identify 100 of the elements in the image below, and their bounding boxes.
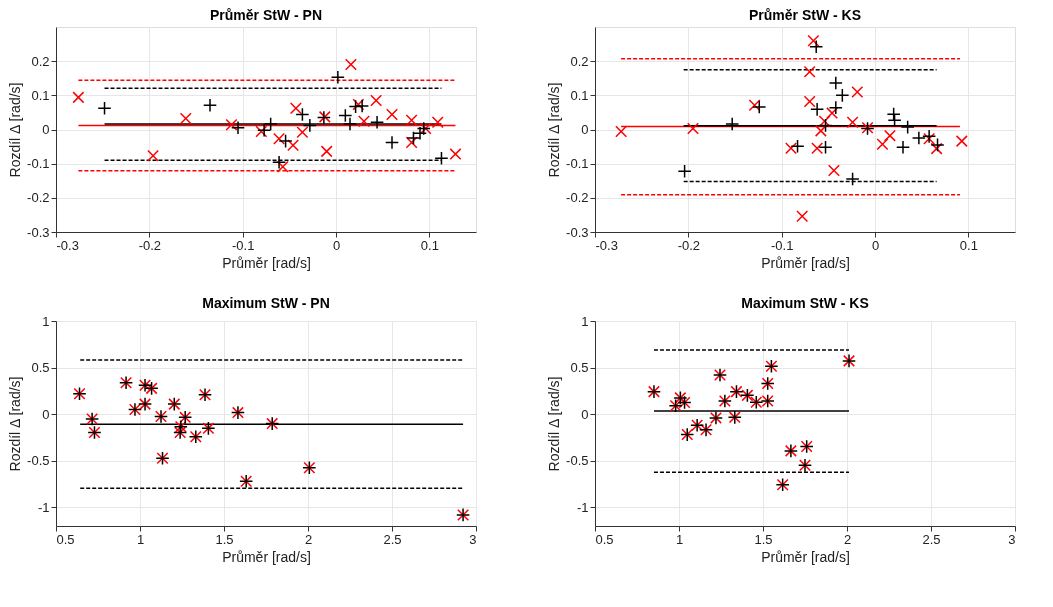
y-tick-label: -0.2 bbox=[27, 190, 50, 206]
x-tick-label: -0.3 bbox=[56, 237, 79, 253]
chart-title: Průměr StW - PN bbox=[209, 7, 323, 23]
point bbox=[449, 148, 462, 161]
point bbox=[895, 140, 911, 155]
y-tick-label: 0.5 bbox=[570, 360, 589, 376]
point bbox=[257, 123, 272, 138]
x-tick-label: 0 bbox=[332, 237, 341, 253]
point bbox=[876, 138, 889, 151]
y-axis-title: Rozdíl Δ [rad/s] bbox=[546, 82, 563, 178]
x-tick-label: 2 bbox=[843, 531, 852, 547]
point bbox=[344, 58, 357, 71]
point bbox=[263, 116, 278, 132]
point bbox=[818, 140, 833, 155]
point bbox=[358, 115, 370, 128]
point bbox=[302, 118, 317, 133]
point bbox=[790, 139, 805, 154]
chart-title: Průměr StW - KS bbox=[748, 7, 862, 23]
point bbox=[370, 115, 385, 130]
point bbox=[827, 164, 840, 177]
point bbox=[431, 116, 444, 129]
y-tick-label: -0.2 bbox=[566, 190, 589, 206]
point bbox=[287, 139, 300, 152]
point bbox=[828, 100, 843, 115]
y-axis-title: Rozdíl Δ [rad/s] bbox=[7, 376, 24, 472]
x-axis-title: Průměr [rad/s] bbox=[761, 548, 850, 565]
point bbox=[845, 172, 860, 187]
point bbox=[276, 160, 289, 173]
point bbox=[278, 134, 293, 149]
point bbox=[809, 39, 824, 54]
x-tick-label: 0.1 bbox=[959, 237, 978, 253]
point bbox=[828, 75, 843, 91]
point bbox=[370, 94, 383, 107]
point bbox=[405, 136, 418, 149]
point bbox=[615, 125, 628, 138]
x-tick-label: 3 bbox=[1008, 531, 1016, 547]
point bbox=[230, 120, 246, 135]
point bbox=[179, 112, 192, 125]
y-axis-title: Rozdíl Δ [rad/s] bbox=[7, 82, 24, 178]
point bbox=[796, 210, 809, 223]
y-tick-label: -0.5 bbox=[566, 453, 589, 469]
point bbox=[810, 102, 825, 117]
point bbox=[803, 65, 816, 78]
y-tick-label: 0.2 bbox=[570, 53, 589, 69]
point bbox=[72, 91, 85, 104]
point bbox=[930, 142, 943, 155]
x-axis-title: Průměr [rad/s] bbox=[761, 254, 850, 271]
x-tick-label: 0.5 bbox=[56, 531, 75, 547]
y-tick-label: -0.1 bbox=[566, 156, 589, 172]
x-tick-label: -0.2 bbox=[138, 237, 162, 253]
y-tick-label: -1 bbox=[576, 499, 589, 515]
chart-title: Maximum StW - KS bbox=[741, 295, 869, 311]
y-tick-label: -0.5 bbox=[27, 453, 50, 469]
y-tick-label: -1 bbox=[37, 499, 50, 515]
y-tick-label: 1 bbox=[42, 313, 50, 329]
x-tick-label: -0.1 bbox=[231, 237, 255, 253]
point bbox=[887, 113, 902, 128]
point bbox=[330, 70, 345, 85]
x-tick-label: -0.1 bbox=[770, 237, 794, 253]
x-axis-title: Průměr [rad/s] bbox=[222, 254, 311, 271]
point bbox=[886, 107, 901, 122]
point bbox=[386, 108, 398, 121]
y-axis-title: Rozdíl Δ [rad/s] bbox=[546, 376, 563, 472]
point bbox=[748, 99, 761, 112]
point bbox=[296, 126, 309, 139]
point bbox=[255, 125, 268, 138]
point bbox=[352, 98, 365, 111]
point bbox=[295, 107, 310, 122]
x-axis-title: Průměr [rad/s] bbox=[222, 548, 311, 565]
point bbox=[97, 101, 112, 116]
y-tick-label: 0 bbox=[581, 406, 589, 422]
point bbox=[807, 34, 820, 47]
point bbox=[785, 142, 797, 155]
point bbox=[289, 102, 302, 115]
point bbox=[826, 107, 839, 120]
chart-title: Maximum StW - PN bbox=[202, 295, 330, 311]
y-tick-label: 0.1 bbox=[31, 87, 50, 103]
x-tick-label: 0.1 bbox=[420, 237, 439, 253]
point bbox=[384, 135, 400, 150]
y-tick-label: 1 bbox=[581, 313, 589, 329]
y-tick-label: -0.1 bbox=[27, 156, 50, 172]
x-tick-label: 0 bbox=[871, 237, 880, 253]
y-tick-label: -0.3 bbox=[566, 224, 589, 240]
point bbox=[814, 124, 827, 137]
point bbox=[900, 120, 915, 135]
point bbox=[406, 131, 421, 146]
y-tick-label: 0.1 bbox=[570, 87, 589, 103]
point bbox=[851, 85, 864, 98]
point bbox=[677, 164, 692, 179]
point bbox=[320, 145, 333, 158]
x-tick-label: -0.2 bbox=[677, 237, 701, 253]
point bbox=[434, 151, 449, 166]
point bbox=[225, 118, 238, 131]
point bbox=[846, 116, 859, 129]
x-tick-label: 1.5 bbox=[754, 531, 773, 547]
point bbox=[818, 115, 831, 128]
point bbox=[272, 155, 287, 170]
point bbox=[818, 118, 833, 133]
point bbox=[687, 122, 699, 135]
point bbox=[811, 142, 824, 155]
